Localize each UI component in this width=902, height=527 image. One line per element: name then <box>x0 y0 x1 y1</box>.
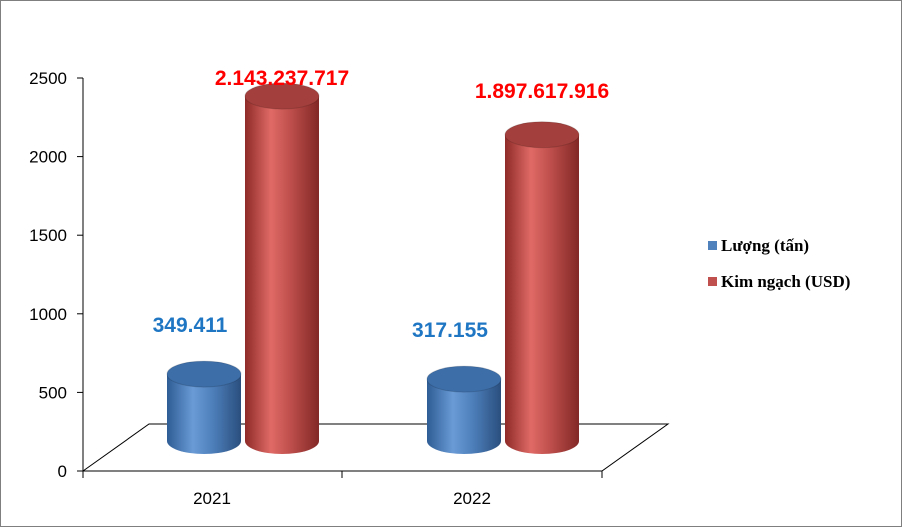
legend-label-series-0: Lượng (tấn) <box>721 236 809 255</box>
bar-cylinder-top <box>504 121 580 149</box>
legend-swatch-series-1 <box>708 277 717 286</box>
bar-cylinder-body <box>427 379 501 454</box>
y-axis-ticks: 0 500 1000 1500 2000 2500 <box>29 69 83 481</box>
y-tick-label: 2000 <box>29 148 67 167</box>
data-label: 2.143.237.717 <box>215 67 349 90</box>
bars-group: 349.411 317.155 2.143.237.717 1.897.617.916 <box>153 67 609 454</box>
y-tick-label: 1000 <box>29 305 67 324</box>
y-tick-label: 2500 <box>29 69 67 88</box>
x-axis-labels: 2021 2022 <box>193 489 491 508</box>
y-tick-label: 0 <box>58 462 67 481</box>
x-tick-label: 2022 <box>453 489 491 508</box>
bar-cylinder-body <box>167 374 241 454</box>
bar-cylinder-body <box>245 96 319 454</box>
legend-label-series-1: Kim ngạch (USD) <box>721 272 850 291</box>
y-tick-label: 500 <box>39 383 67 402</box>
data-label: 349.411 <box>153 314 228 337</box>
legend: Lượng (tấn) Kim ngạch (USD) <box>708 236 850 291</box>
data-label: 1.897.617.916 <box>475 80 609 103</box>
bar-cylinder-top <box>166 360 242 388</box>
bar-cylinder-top <box>244 82 320 110</box>
data-label: 317.155 <box>412 319 488 342</box>
bar-cylinder-body <box>505 134 579 454</box>
bar-cylinder-top <box>426 365 502 393</box>
y-tick-label: 1500 <box>29 226 67 245</box>
x-tick-label: 2021 <box>193 489 231 508</box>
legend-swatch-series-0 <box>708 241 717 250</box>
